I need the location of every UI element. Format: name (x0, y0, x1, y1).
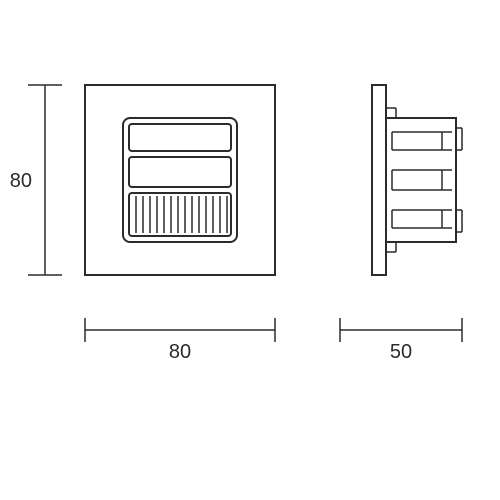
dim-side-width-label: 50 (390, 341, 412, 363)
technical-drawing: 80 (0, 0, 500, 500)
dim-height: 80 (10, 85, 62, 275)
front-slot-2 (129, 157, 231, 187)
front-slot-1 (129, 124, 231, 151)
side-view (372, 85, 462, 275)
side-body (386, 118, 456, 242)
front-plate (85, 85, 275, 275)
side-internal-lines (392, 132, 452, 228)
front-view (85, 85, 275, 275)
dim-front-width: 80 (85, 318, 275, 363)
front-grille (129, 193, 231, 236)
side-plate (372, 85, 386, 275)
dim-height-label: 80 (10, 170, 32, 192)
front-grille-bars (136, 196, 227, 233)
dim-side-width: 50 (340, 318, 462, 363)
dim-front-width-label: 80 (169, 341, 191, 363)
